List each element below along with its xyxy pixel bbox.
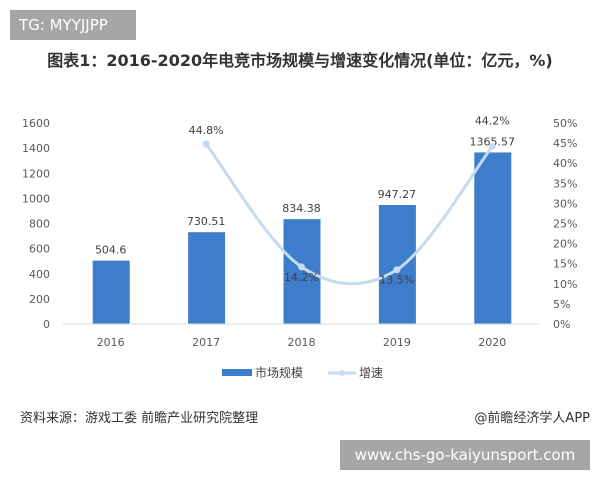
y-right-tick: 10% [553,278,577,291]
y-left-tick: 400 [29,268,50,281]
y-left-tick: 800 [29,218,50,231]
y-left-tick: 1400 [22,142,50,155]
bar [188,232,226,324]
chart: 0 200 400 600 800 1000 1200 1400 1600 0% 5% 10% 15% 2… [22,114,577,380]
growth-label: 44.8% [189,124,224,137]
y-left-tick: 1000 [22,192,50,205]
y-right-tick: 15% [553,258,577,271]
growth-line [204,142,494,286]
bar-label: 947.27 [378,188,417,201]
brand-note: @前瞻经济学人APP [474,411,590,426]
growth-point [393,266,401,274]
source-note: 资料来源：游戏工委 前瞻产业研究院整理 [20,411,259,426]
y-right-tick: 0% [553,318,570,331]
growth-label: 14.2% [284,271,319,284]
legend: 市场规模 增速 [222,365,383,380]
y-right-tick: 45% [553,137,577,150]
bar-label: 1365.57 [470,135,516,148]
y-left-tick: 600 [29,243,50,256]
x-tick: 2020 [478,336,506,349]
legend-line-label: 增速 [359,366,383,380]
bar-label: 504.6 [95,244,127,257]
y-right-tick: 20% [553,238,577,251]
y-left-tick: 200 [29,293,50,306]
y-left-tick: 1200 [22,167,50,180]
growth-label: 44.2% [475,114,510,127]
y-right-tick: 25% [553,218,577,231]
chart-title: 图表1：2016-2020年电竞市场规模与增速变化情况(单位：亿元，%) [47,51,553,70]
legend-bar-swatch [222,369,252,376]
legend-line-marker [339,370,345,376]
bar [474,152,512,324]
x-tick: 2018 [288,336,316,349]
y-right-tick: 35% [553,177,577,190]
y-right-tick: 30% [553,197,577,210]
url-banner: www.chs-go-kaiyunsport.com [340,440,590,470]
x-tick: 2016 [97,336,125,349]
bar-label: 730.51 [187,215,226,228]
y-right-tick: 5% [553,298,570,311]
legend-bar-label: 市场规模 [255,365,303,380]
x-tick: 2019 [383,336,411,349]
y-left-tick: 0 [43,318,50,331]
bar [283,219,321,324]
watermark-badge: TG: MYYJJPP [10,10,136,40]
growth-point [488,142,496,150]
bar-label: 834.38 [282,202,321,215]
bar [378,204,416,324]
y-right-tick: 40% [553,157,577,170]
growth-point [298,263,305,271]
growth-point [202,140,210,148]
growth-label: 13.5% [379,274,414,287]
x-tick: 2017 [192,336,220,349]
bar [92,260,130,324]
y-left-tick: 1600 [22,117,50,130]
y-right-tick: 50% [553,117,577,130]
